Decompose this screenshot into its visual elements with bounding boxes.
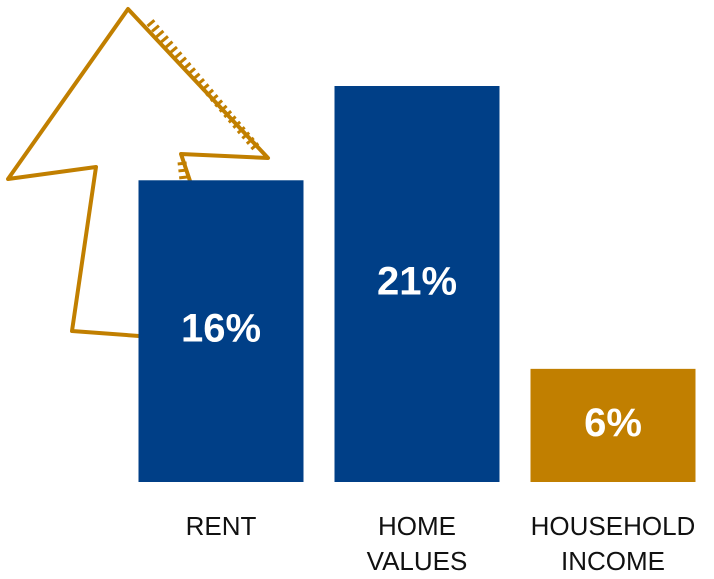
- value-label: 6%: [584, 401, 642, 445]
- chart: 16% 21% 6%: [0, 0, 714, 576]
- value-label: 16%: [181, 307, 261, 351]
- category-label: RENT: [135, 509, 307, 544]
- category-label: HOUSEHOLD INCOME: [527, 509, 699, 579]
- page: {"chart_data": {"type": "bar", "categori…: [0, 0, 714, 576]
- value-label: 21%: [377, 260, 457, 304]
- category-label: HOME VALUES: [331, 509, 503, 579]
